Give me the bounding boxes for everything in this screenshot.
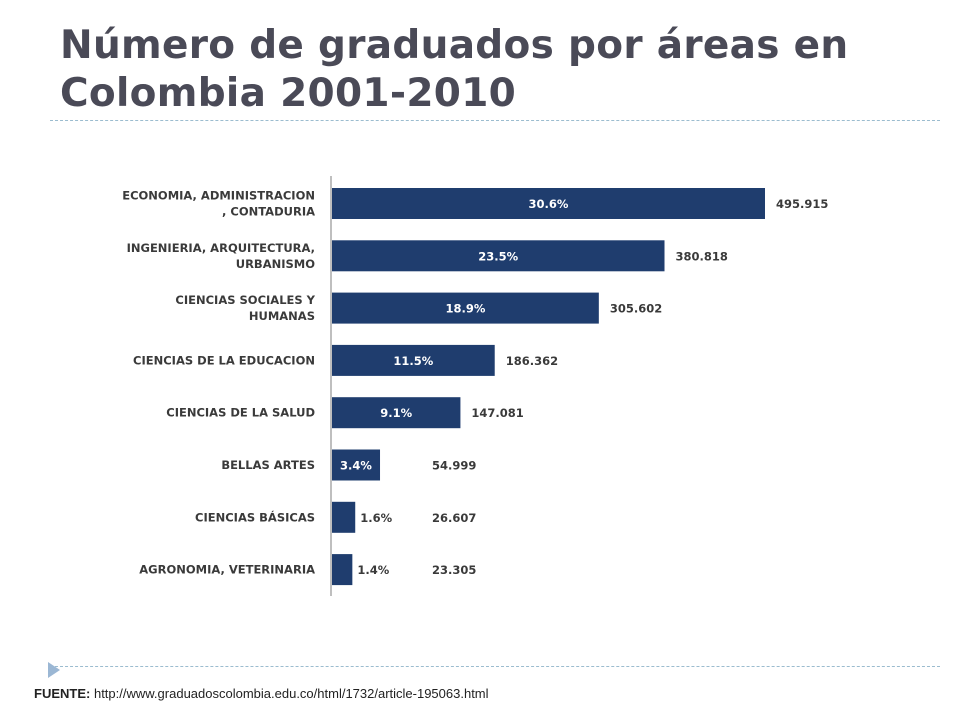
percent-label-7: 1.6%: [360, 511, 392, 525]
bar-6: [332, 449, 381, 481]
source-footer: FUENTE: http://www.graduadoscolombia.edu…: [34, 686, 489, 701]
category-label-3-line-1: CIENCIAS SOCIALES Y: [175, 293, 315, 307]
value-label-4: 186.362: [506, 354, 558, 368]
category-label-1-line-1: ECONOMIA, ADMINISTRACION: [122, 189, 315, 203]
bar-5: [332, 397, 461, 429]
category-label-7: CIENCIAS BÁSICAS: [195, 509, 315, 524]
value-label-6: 54.999: [432, 459, 476, 473]
category-label-2-line-2: URBANISMO: [236, 257, 315, 271]
percent-label-4: 11.5%: [393, 354, 433, 368]
category-label-4: CIENCIAS DE LA EDUCACION: [133, 353, 315, 367]
bar-4: [332, 344, 495, 376]
title-line-2: Colombia 2001-2010: [60, 71, 517, 116]
source-url[interactable]: http://www.graduadoscolombia.edu.co/html…: [93, 686, 489, 701]
bar-chart: ECONOMIA, ADMINISTRACION , CONTADURIA 30.6…: [122, 176, 828, 596]
category-label-8: AGRONOMIA, VETERINARIA: [139, 563, 315, 577]
value-label-8: 23.305: [432, 563, 476, 577]
category-label-2-line-1: INGENIERIA, ARQUITECTURA,: [127, 241, 315, 255]
percent-label-5: 9.1%: [380, 406, 412, 420]
percent-label-6: 3.4%: [340, 459, 372, 473]
percent-label-3: 18.9%: [445, 302, 485, 316]
value-label-2: 380.818: [676, 249, 728, 263]
category-label-6: BELLAS ARTES: [221, 458, 315, 472]
category-label-1-line-2: , CONTADURIA: [222, 205, 315, 219]
slide-title: Número de graduados por áreas en Colombi…: [60, 22, 920, 118]
value-label-3: 305.602: [610, 302, 662, 316]
bar-1: [332, 188, 765, 219]
percent-label-1: 30.6%: [529, 197, 569, 211]
bar-3: [332, 292, 599, 324]
category-label-3-line-2: HUMANAS: [249, 309, 315, 323]
value-label-7: 26.607: [432, 511, 476, 525]
category-label-5: CIENCIAS DE LA SALUD: [166, 406, 315, 420]
percent-label-2: 23.5%: [478, 249, 518, 263]
bar-2: [332, 240, 665, 272]
top-divider: [50, 120, 940, 121]
title-line-1: Número de graduados por áreas en: [60, 23, 849, 68]
bar-8: [332, 554, 353, 586]
bar-7: [332, 501, 356, 533]
source-label: FUENTE:: [34, 686, 91, 701]
bottom-divider: [50, 666, 940, 667]
value-label-1: 495.915: [776, 197, 828, 211]
triangle-bullet-icon: [48, 662, 60, 678]
percent-label-8: 1.4%: [357, 563, 389, 577]
value-label-5: 147.081: [471, 406, 523, 420]
